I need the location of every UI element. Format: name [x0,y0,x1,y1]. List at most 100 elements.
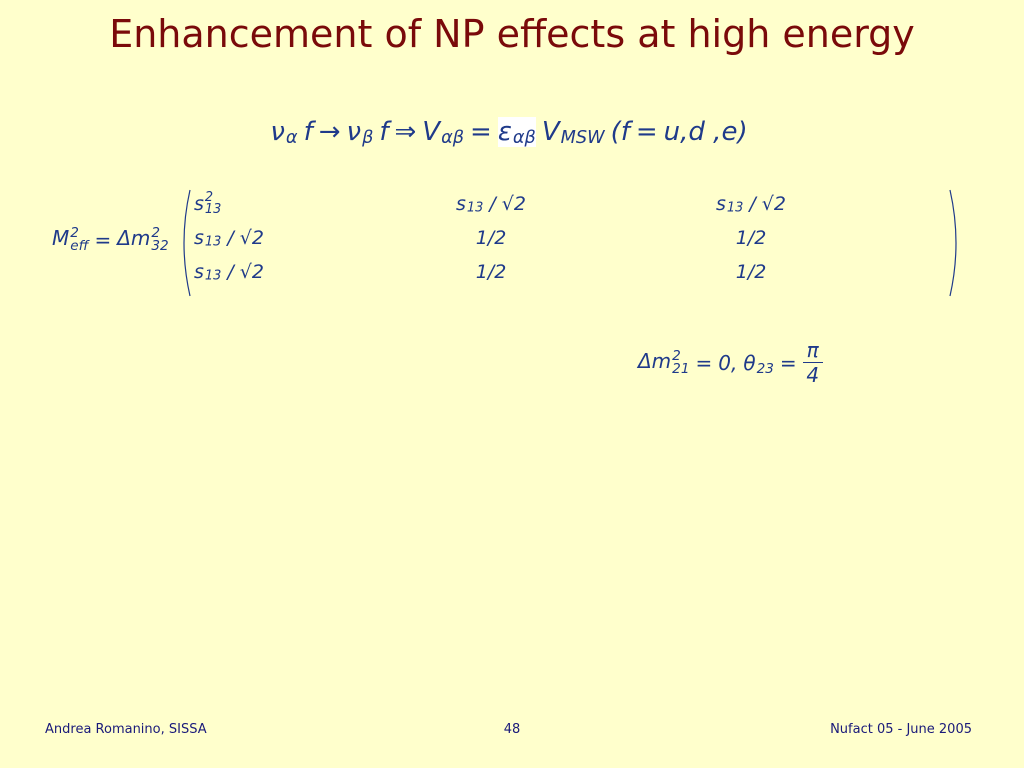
superscript: 2 [70,224,79,241]
math-token: ⇒ [395,117,417,147]
symbol: ν [270,116,285,147]
symbol: 1/2 [475,226,507,249]
symbol: / √2 [227,260,264,283]
subscript: MSW [560,127,605,148]
subscript: 13 [204,234,222,250]
symbol: M [52,226,70,251]
matrix-cell: 1/2 [446,226,542,249]
slide-title: Enhancement of NP effects at high energy [109,12,915,56]
math-token: M 2 eff [52,226,88,252]
symbol: f [379,116,389,147]
math-token: s 13 [194,227,221,249]
symbol: / √2 [227,226,264,249]
subscript: αβ [512,127,536,148]
matrix-cell: s 13 / √2 [194,226,270,249]
superscript: 2 [204,190,214,205]
scripts: 2 21 [672,347,690,377]
math-token: = [695,351,712,375]
matrix-lhs: M 2 eff = Δm 2 32 [52,226,175,253]
math-token: s 2 13 [194,190,221,217]
matrix-brackets [183,189,957,297]
symbol: 1/2 [735,226,767,249]
math-token: / √2 [749,193,786,215]
math-token: s 13 [716,193,743,215]
math-token: s 13 [194,261,221,283]
matrix-cell: s 2 13 [194,190,227,217]
math-token: = [470,117,492,147]
symbol: s [194,260,204,283]
symbol: s [716,192,726,215]
subscript: αβ [441,127,465,148]
subscript: 21 [672,360,690,377]
left-bracket [183,189,191,297]
scripts: 2 32 [151,224,169,254]
matrix-cell: 1/2 [706,226,802,249]
symbol: u,d ,e) [663,116,748,147]
scripts: 23 [757,362,774,376]
symbol: s [194,192,204,215]
math-token: θ 23 [743,351,774,376]
symbol: = [470,116,492,147]
math-token: = [636,117,658,147]
math-token: = [94,228,111,252]
math-token: → [319,117,341,147]
math-token: Δm 2 21 [638,349,689,375]
symbol: / √2 [749,192,786,215]
equation: Δm 2 21 = 0, θ 23 = π 4 [638,338,829,387]
superscript: 2 [672,347,681,364]
symbol: ν [346,116,362,147]
math-token: Δm 2 32 [117,226,168,252]
footer-event: Nufact 05 - June 2005 [830,722,972,737]
scripts: αβ [512,127,536,148]
denominator: 4 [806,363,820,387]
scripts: β [362,127,374,148]
superscript: 2 [151,224,161,241]
math-token: = [780,351,797,375]
scripts: 13 [204,234,222,250]
symbol: → [318,116,341,147]
scripts: MSW [560,127,605,148]
subscript: 13 [204,268,222,284]
math-token: f [304,117,313,147]
scripts: 2 13 [204,190,221,217]
math-token: V MSW [542,117,605,147]
math-token: ε αβ [497,116,536,148]
subscript: 32 [151,237,169,254]
math-token: (f [611,117,630,147]
math-token: u,d ,e) [664,117,748,147]
math-token: / √2 [227,261,264,283]
symbol: f [303,116,313,147]
math-token: 1/2 [476,261,507,283]
symbol: = [779,350,797,375]
scripts: αβ [441,127,465,148]
math-token: 0, [718,351,737,375]
scripts: 13 [466,200,484,216]
scripts: 13 [204,268,222,284]
math-token: 1/2 [736,227,767,249]
scripts: α [286,129,298,147]
subscript: β [362,127,374,148]
symbol: s [456,192,466,215]
math-token: 1/2 [476,227,507,249]
matrix-cell: 1/2 [706,260,802,283]
symbol: 1/2 [475,260,507,283]
matrix-cell: 1/2 [446,260,542,283]
symbol: Δm [117,226,151,251]
symbol: ⇒ [394,116,417,147]
math-token: f [379,117,388,147]
math-token: / √2 [227,227,264,249]
symbol: V [422,116,441,147]
subscript: 13 [466,200,484,216]
symbol: 1/2 [735,260,767,283]
footer-author: Andrea Romanino, SISSA [45,722,207,737]
matrix-cell: s 13 / √2 [446,192,542,215]
numerator: π [802,338,823,363]
symbol: (f [610,116,630,147]
right-bracket [949,189,957,297]
